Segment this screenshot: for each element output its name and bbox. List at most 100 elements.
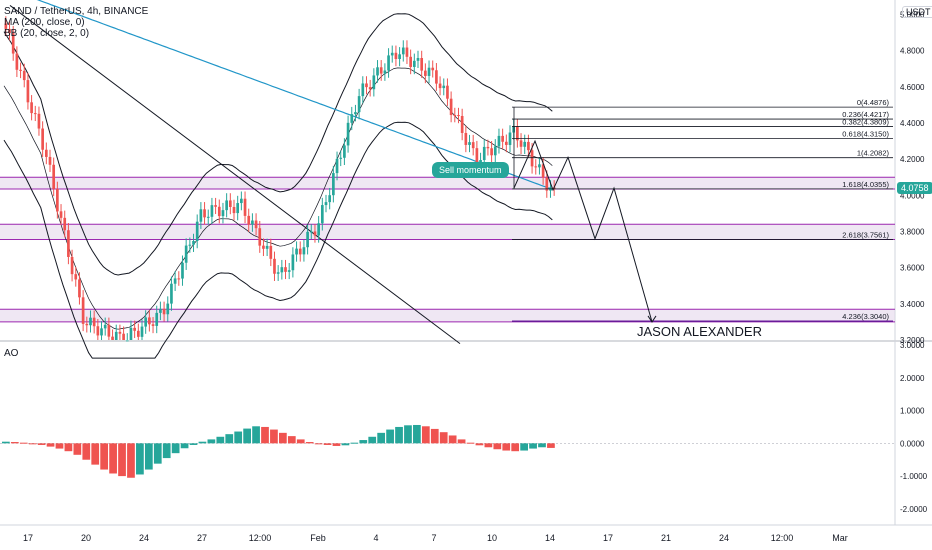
candle-body [133, 327, 136, 331]
candle-body [258, 228, 262, 246]
price-tick-label: 4.2000 [900, 155, 925, 164]
candle-body [475, 148, 479, 164]
price-tick-label: 3.6000 [900, 264, 925, 273]
candle-body [519, 140, 523, 147]
ao-bar [28, 443, 37, 445]
ao-bar [466, 442, 475, 444]
currency-badge[interactable]: USDT [902, 6, 932, 18]
time-tick-label: 24 [719, 533, 729, 543]
ao-pane-label: AO [4, 348, 19, 359]
time-tick-label: 14 [545, 533, 555, 543]
candle-body [383, 70, 387, 74]
ao-bar [305, 442, 314, 444]
price-tick-label: 3.2000 [900, 336, 925, 345]
ao-bar [359, 440, 368, 444]
ao-bar [118, 443, 126, 477]
candle-body [394, 52, 398, 59]
candle-body [92, 317, 96, 327]
candle-body [243, 198, 247, 216]
candle-body [15, 53, 19, 70]
fib-level-label: 0.382(4.3809) [842, 117, 889, 126]
candle-body [265, 245, 269, 249]
candle-body [37, 113, 41, 129]
ao-bar [46, 443, 55, 447]
time-axis[interactable]: 17 20 24 27 12:00 Feb 4 7 10 14 17 21 24 12:00 Mar [23, 533, 848, 543]
ao-bar [136, 443, 144, 475]
time-tick-label: 27 [197, 533, 207, 543]
time-tick-label: 17 [603, 533, 613, 543]
candle-body [11, 33, 15, 54]
projection-path [513, 139, 657, 323]
candle-body [254, 220, 258, 229]
candle-body [320, 205, 324, 224]
ao-bar [2, 441, 10, 444]
candle-body [295, 248, 298, 255]
candle-body [236, 203, 240, 214]
candle-body [48, 156, 52, 165]
candle-body [166, 303, 170, 315]
moving-average-line [36, 0, 553, 190]
candle-body [19, 69, 22, 71]
candle-body [343, 145, 346, 158]
time-tick-label: 4 [373, 533, 378, 543]
candle-body [306, 231, 309, 248]
candle-body [56, 188, 59, 212]
candle-body [280, 267, 284, 273]
ao-bar [82, 443, 91, 460]
ao-bar [153, 443, 162, 464]
candle-body [387, 55, 390, 71]
candle-body [118, 331, 122, 334]
candle-body [221, 210, 225, 217]
ao-bar [413, 424, 421, 444]
price-tick-label: 3.8000 [900, 227, 925, 236]
fib-level-label: 4.236(3.3040) [842, 312, 889, 321]
fib-level-label: 2.618(3.7561) [842, 230, 889, 239]
candle-body [144, 317, 148, 327]
candle-body [464, 132, 468, 145]
price-axis[interactable]: 5.0000 4.8000 4.6000 4.4000 4.2000 4.0000 3.80… [900, 10, 925, 345]
bb-lower-band [3, 121, 553, 359]
ao-bar [314, 443, 323, 445]
candle-body [516, 126, 519, 141]
ao-bar [234, 431, 243, 444]
ao-bar [475, 443, 484, 446]
candle-body [501, 135, 504, 142]
time-tick-label: 10 [487, 533, 497, 543]
candle-body [332, 173, 335, 196]
ao-bar [91, 443, 100, 465]
candle-body [446, 85, 449, 99]
ao-bar [430, 428, 439, 444]
candle-body [328, 195, 332, 203]
candle-body [435, 70, 438, 84]
fib-level-label: 0.618(4.3150) [842, 129, 889, 138]
ao-bar [252, 426, 260, 444]
ao-axis[interactable]: 3.0000 2.0000 1.0000 0.0000 -1.0000 -2.0000 [900, 341, 928, 514]
ao-bar [520, 443, 528, 451]
ao-bar [100, 443, 109, 470]
candle-body [468, 142, 471, 145]
candle-body [206, 216, 210, 218]
projection-arrowhead [647, 315, 657, 323]
ao-bar [162, 443, 171, 459]
candle-body [471, 142, 475, 149]
ao-tick-label: 3.0000 [900, 341, 925, 350]
candle-body [203, 209, 206, 218]
candle-body [228, 200, 232, 207]
ao-bar [225, 434, 234, 444]
candle-body [490, 148, 493, 156]
candle-body [309, 231, 313, 233]
bb-indicator-label[interactable]: BB (20, close, 2, 0) [4, 28, 90, 39]
candle-body [302, 247, 306, 255]
candle-body [460, 115, 464, 133]
ma-indicator-label[interactable]: MA (200, close, 0) [4, 17, 85, 28]
ao-bar [457, 439, 466, 444]
sell-momentum-callout[interactable]: Sell momentum [432, 162, 509, 178]
ao-bar [484, 443, 493, 448]
candle-body [538, 164, 541, 168]
candle-body [405, 47, 409, 57]
candle-body [162, 308, 166, 315]
time-tick-label: 12:00 [771, 533, 794, 543]
candle-body [379, 67, 383, 74]
candle-body [52, 164, 56, 189]
